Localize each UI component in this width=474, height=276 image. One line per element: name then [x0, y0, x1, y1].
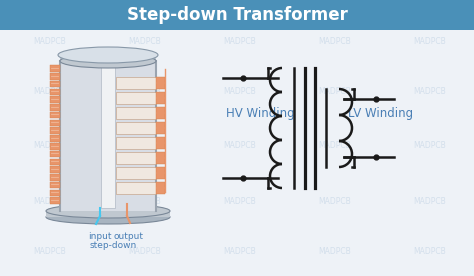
Bar — [156, 107, 165, 119]
Text: MADPCB: MADPCB — [224, 197, 256, 206]
Text: MADPCB: MADPCB — [319, 197, 351, 206]
Text: MADPCB: MADPCB — [34, 142, 66, 150]
Text: MADPCB: MADPCB — [414, 246, 447, 256]
Text: input: input — [88, 232, 112, 241]
Bar — [116, 137, 156, 149]
Bar — [0, 0, 474, 30]
Bar — [116, 122, 156, 134]
Text: MADPCB: MADPCB — [319, 36, 351, 46]
Bar — [50, 112, 60, 118]
Bar — [156, 182, 165, 194]
Text: MADPCB: MADPCB — [319, 246, 351, 256]
Bar — [50, 81, 60, 87]
Text: MADPCB: MADPCB — [34, 246, 66, 256]
Bar — [156, 122, 165, 134]
Bar — [101, 62, 115, 208]
Bar — [156, 77, 165, 89]
Bar — [50, 128, 60, 134]
Bar — [50, 120, 60, 126]
Bar — [50, 190, 60, 196]
Text: LV Winding: LV Winding — [348, 107, 413, 120]
Text: MADPCB: MADPCB — [224, 36, 256, 46]
Bar — [116, 182, 156, 194]
Bar — [116, 92, 156, 104]
Text: MADPCB: MADPCB — [414, 86, 447, 95]
Text: HV Winding: HV Winding — [226, 107, 294, 120]
Bar — [116, 107, 156, 119]
Text: MADPCB: MADPCB — [128, 246, 161, 256]
Text: MADPCB: MADPCB — [34, 36, 66, 46]
Bar — [50, 96, 60, 103]
Bar — [50, 65, 60, 72]
Bar — [50, 89, 60, 95]
Bar — [116, 152, 156, 164]
Ellipse shape — [58, 47, 158, 63]
Bar — [116, 167, 156, 179]
Bar — [50, 143, 60, 150]
Bar — [156, 167, 165, 179]
Bar — [46, 211, 170, 217]
Bar — [50, 158, 60, 165]
Text: output: output — [114, 232, 144, 241]
Text: MADPCB: MADPCB — [224, 86, 256, 95]
Text: MADPCB: MADPCB — [414, 36, 447, 46]
Text: MADPCB: MADPCB — [414, 197, 447, 206]
Bar — [156, 92, 165, 104]
Text: MADPCB: MADPCB — [128, 86, 161, 95]
Text: MADPCB: MADPCB — [224, 246, 256, 256]
Bar — [50, 135, 60, 142]
Text: MADPCB: MADPCB — [34, 197, 66, 206]
Text: MADPCB: MADPCB — [128, 142, 161, 150]
Bar — [50, 104, 60, 111]
Text: Step-down Transformer: Step-down Transformer — [127, 6, 347, 24]
Text: MADPCB: MADPCB — [414, 142, 447, 150]
Ellipse shape — [46, 210, 170, 224]
Bar — [156, 137, 165, 149]
Text: MADPCB: MADPCB — [319, 86, 351, 95]
Bar — [156, 152, 165, 164]
Text: MADPCB: MADPCB — [319, 142, 351, 150]
Bar — [116, 77, 156, 89]
Text: MADPCB: MADPCB — [34, 86, 66, 95]
Bar — [60, 55, 156, 61]
Bar — [50, 73, 60, 79]
Text: MADPCB: MADPCB — [128, 197, 161, 206]
Bar — [50, 166, 60, 173]
Bar — [50, 197, 60, 204]
Bar — [60, 61, 156, 211]
Ellipse shape — [46, 204, 170, 218]
Ellipse shape — [60, 54, 156, 68]
Text: MADPCB: MADPCB — [224, 142, 256, 150]
Bar — [50, 151, 60, 157]
Bar — [50, 182, 60, 189]
Text: MADPCB: MADPCB — [128, 36, 161, 46]
Text: step-down: step-down — [90, 241, 137, 250]
Bar — [50, 174, 60, 181]
